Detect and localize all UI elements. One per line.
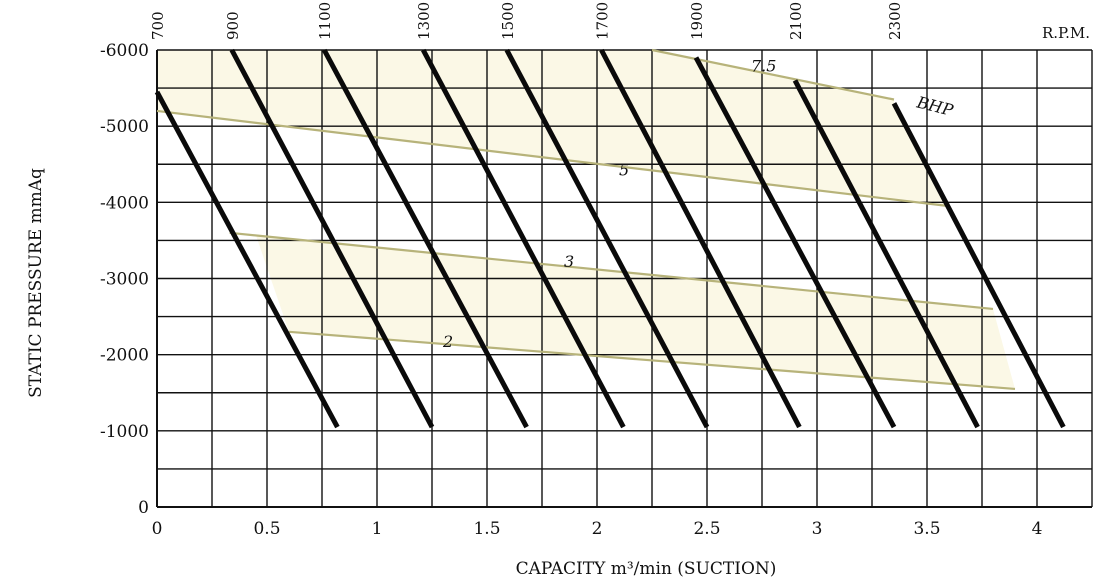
bhp-curve-3 [229, 231, 994, 311]
x-tick-label: 1.5 [473, 519, 500, 539]
bhp-curves [156, 48, 1016, 391]
bhp-curve-label: 2 [442, 332, 453, 351]
y-tick-label: -3000 [100, 270, 149, 290]
rpm-curve-2300 [891, 102, 1066, 429]
x-tick-label: 0 [152, 519, 163, 539]
y-tick-label: -6000 [100, 41, 149, 61]
bhp-curve-label: 3 [564, 252, 574, 271]
rpm-curve-2100 [792, 79, 980, 429]
rpm-tick-label: 900 [224, 11, 242, 40]
rpm-tick-label: 700 [149, 11, 167, 40]
shaded-zone-2 [229, 232, 1016, 389]
rpm-curve-1500 [504, 48, 710, 429]
x-tick-label: 2 [592, 519, 603, 539]
bhp-curve-5 [156, 109, 950, 208]
y-tick-label: 0 [138, 498, 149, 518]
x-tick-label: 3 [812, 519, 823, 539]
rpm-tick-label: 2100 [787, 2, 805, 40]
rpm-curve-1900 [693, 56, 897, 429]
rpm-tick-label: 1300 [415, 2, 433, 40]
bhp-unit-label: BHP [914, 92, 955, 120]
x-tick-label: 1 [372, 519, 383, 539]
x-tick-label: 4 [1032, 519, 1043, 539]
operating-zone-shading [157, 50, 1016, 389]
x-axis-title: CAPACITY m³/min (SUCTION) [516, 559, 777, 579]
rpm-tick-label: 1900 [688, 2, 706, 40]
bhp-curve-2 [288, 330, 1016, 391]
chart-labels: 0 0.5 1 1.5 2 2.5 3 3.5 4 0 -1000 -2000 -3000 -4000 -5… [100, 2, 1042, 539]
y-tick-label: -1000 [100, 422, 149, 442]
rpm-tick-label: 2300 [886, 2, 904, 40]
y-tick-label: -5000 [100, 117, 149, 137]
x-tick-label: 2.5 [693, 519, 720, 539]
bhp-curve-label: 7.5 [751, 56, 776, 75]
rpm-curve-700 [154, 90, 340, 429]
rpm-tick-label: 1500 [499, 2, 517, 40]
rpm-tick-label: 1700 [593, 2, 611, 40]
bhp-curve-7.5 [651, 48, 895, 101]
y-axis-title: STATIC PRESSURE mmAq [26, 168, 46, 398]
x-tick-label: 0.5 [253, 519, 280, 539]
rpm-curve-1700 [599, 48, 802, 429]
y-tick-label: -4000 [100, 193, 149, 213]
rpm-curves [154, 48, 1066, 429]
rpm-curve-900 [229, 48, 435, 429]
rpm-curve-1300 [420, 48, 626, 429]
rpm-tick-label: 1100 [316, 2, 334, 40]
shaded-zone-1 [157, 50, 949, 207]
y-tick-label: -2000 [100, 346, 149, 366]
rpm-axis-title: R.P.M. [1042, 24, 1090, 42]
rpm-curve-1100 [321, 48, 529, 429]
bhp-curve-label: 5 [619, 161, 629, 180]
x-tick-label: 3.5 [913, 519, 940, 539]
